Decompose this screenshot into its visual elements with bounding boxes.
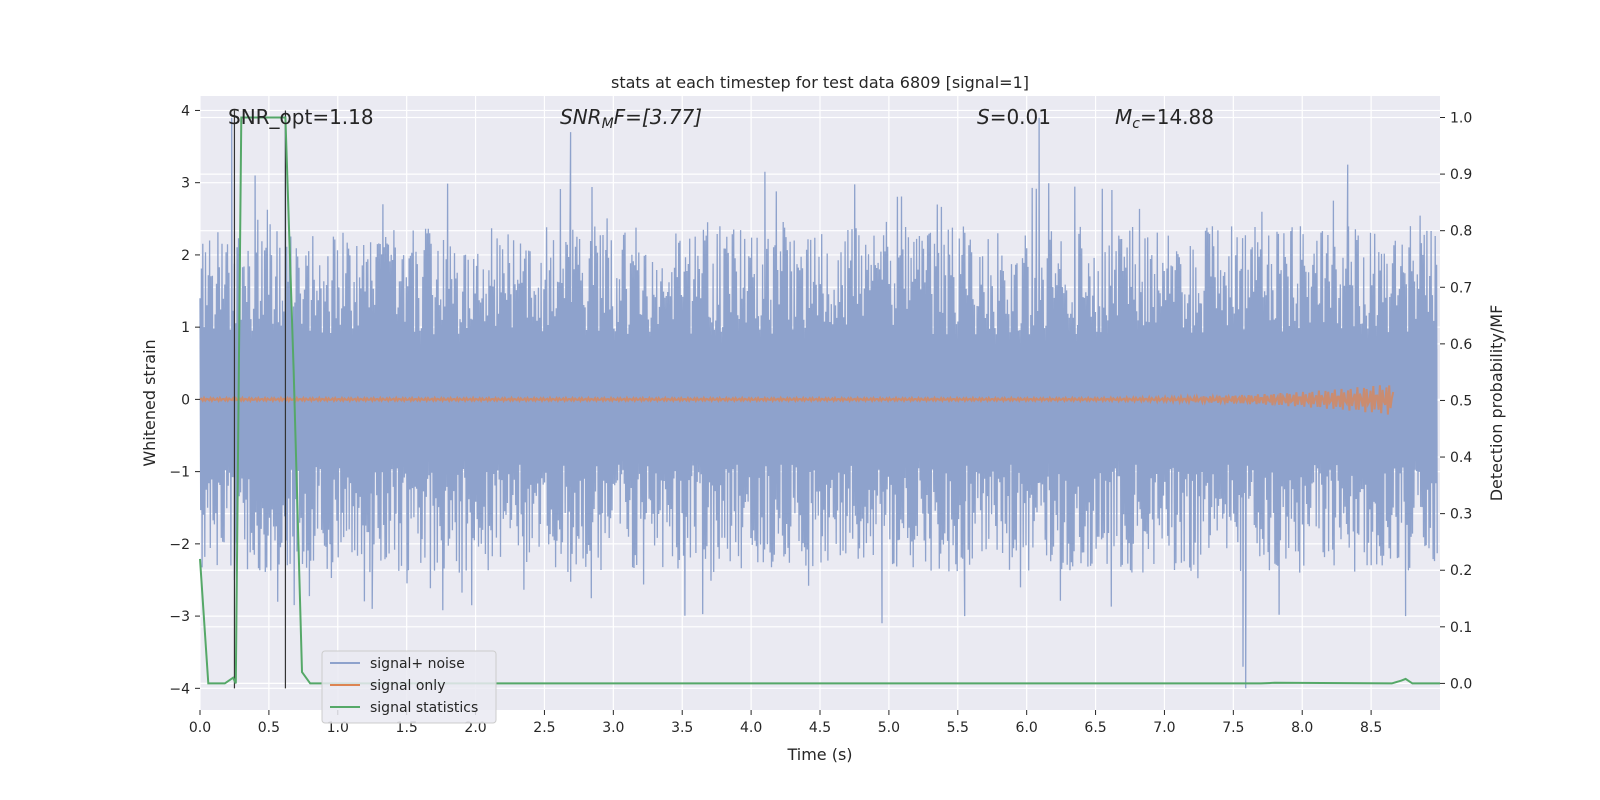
y-right-tick-label: 1.0 xyxy=(1450,111,1472,127)
x-tick-label: 5.0 xyxy=(878,720,900,736)
x-tick-label: 2.0 xyxy=(464,720,486,736)
y-right-tick-label: 0.1 xyxy=(1450,620,1472,636)
y-tick-label: 4 xyxy=(181,103,190,119)
x-tick-label: 6.0 xyxy=(1016,720,1038,736)
ticks: 0.0 0.5 1.0 1.5 2.0 2.5 3.0 3.5 4.0 4.5 5.0 5.5 6.0 6… xyxy=(169,103,1472,736)
y-right-tick-label: 0.6 xyxy=(1450,337,1472,353)
signal-statistics-line xyxy=(199,116,1440,685)
annotation-snr-mf-rest-f: F=[3.77] xyxy=(614,105,702,129)
x-tick-label: 0.5 xyxy=(258,720,280,736)
y-right-tick-label: 0.9 xyxy=(1450,167,1472,183)
y-right-tick-label: 0.5 xyxy=(1450,393,1472,409)
x-tick-label: 2.5 xyxy=(533,720,555,736)
y-right-axis-label: Detection probability/MF xyxy=(1487,305,1506,502)
annotation-mc-sub: c xyxy=(1132,116,1140,132)
y-tick-label: −2 xyxy=(169,537,190,553)
annotation-snr-mf-label: SNR xyxy=(560,105,602,129)
x-tick-label: 6.5 xyxy=(1084,720,1106,736)
y-tick-label: 1 xyxy=(181,320,190,336)
series-signal-noise xyxy=(199,117,1438,689)
x-tick-label: 4.0 xyxy=(740,720,762,736)
x-tick-label: 5.5 xyxy=(947,720,969,736)
y-tick-label: 2 xyxy=(181,248,190,264)
y-right-tick-label: 0.7 xyxy=(1450,280,1472,296)
legend: signal+ noise signal only signal statist… xyxy=(321,650,497,724)
annotation-s-value: =0.01 xyxy=(990,105,1051,129)
y-axis-label: Whitened strain xyxy=(140,339,159,466)
annotation-snr-mf: SNRMF=[3.77] xyxy=(560,105,702,132)
y-right-tick-label: 0.4 xyxy=(1450,450,1472,466)
y-right-tick-label: 0.2 xyxy=(1450,563,1472,579)
x-tick-label: 4.5 xyxy=(809,720,831,736)
annotation-mc-label: M xyxy=(1115,105,1132,129)
annotation-mc: Mc=14.88 xyxy=(1115,105,1214,132)
x-tick-label: 3.0 xyxy=(602,720,624,736)
series-signal-only xyxy=(199,385,1395,415)
x-tick-label: 3.5 xyxy=(671,720,693,736)
y-right-tick-label: 0.8 xyxy=(1450,224,1472,240)
y-tick-label: −1 xyxy=(169,465,190,481)
x-tick-label: 1.5 xyxy=(396,720,418,736)
annotation-mc-value: =14.88 xyxy=(1140,105,1214,129)
y-tick-label: −4 xyxy=(169,681,190,697)
annotation-s-label: S xyxy=(977,105,990,129)
signal-only-line xyxy=(199,385,1395,415)
legend-box xyxy=(321,650,497,724)
x-axis-label: Time (s) xyxy=(786,745,852,764)
legend-label-signal-only: signal only xyxy=(370,678,445,694)
y-tick-label: −3 xyxy=(169,609,190,625)
annotation-s: S=0.01 xyxy=(977,105,1051,129)
y-tick-label: 0 xyxy=(181,392,190,408)
x-tick-label: 0.0 xyxy=(189,720,211,736)
y-right-tick-label: 0.0 xyxy=(1450,676,1472,692)
x-tick-label: 7.5 xyxy=(1222,720,1244,736)
vertical-markers xyxy=(233,110,287,689)
y-tick-label: 3 xyxy=(181,176,190,192)
signal-noise-core xyxy=(200,348,1438,461)
series-signal-statistics xyxy=(199,116,1440,685)
annotation-snr-mf-sub: M xyxy=(602,116,614,132)
legend-label-signal-statistics: signal statistics xyxy=(370,700,478,716)
y-right-tick-label: 0.3 xyxy=(1450,507,1472,523)
x-tick-label: 8.0 xyxy=(1291,720,1313,736)
legend-label-signal-noise: signal+ noise xyxy=(370,656,465,672)
x-tick-label: 8.5 xyxy=(1360,720,1382,736)
x-tick-label: 7.0 xyxy=(1153,720,1175,736)
annotation-snr-opt: SNR_opt=1.18 xyxy=(228,105,374,129)
x-tick-label: 1.0 xyxy=(327,720,349,736)
chart-title: stats at each timestep for test data 680… xyxy=(611,73,1029,92)
